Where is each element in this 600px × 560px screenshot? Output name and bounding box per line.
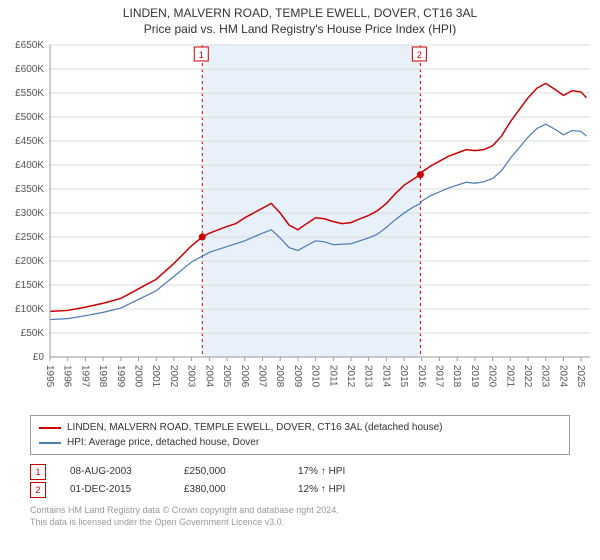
svg-text:2021: 2021 [504,365,515,388]
svg-text:2012: 2012 [345,365,356,388]
svg-text:2022: 2022 [522,365,533,388]
svg-text:£300K: £300K [15,208,44,219]
svg-text:2006: 2006 [239,365,250,388]
svg-text:1997: 1997 [79,365,90,388]
svg-text:2000: 2000 [133,365,144,388]
sale-marker-row: 2 01-DEC-2015 £380,000 12% ↑ HPI [30,481,570,499]
svg-text:2024: 2024 [557,365,568,388]
svg-text:£650K: £650K [15,40,44,51]
marker-delta: 17% ↑ HPI [298,463,388,481]
legend: LINDEN, MALVERN ROAD, TEMPLE EWELL, DOVE… [30,415,570,455]
svg-text:2014: 2014 [380,365,391,388]
legend-box: LINDEN, MALVERN ROAD, TEMPLE EWELL, DOVE… [30,415,570,455]
footer-note: Contains HM Land Registry data © Crown c… [30,505,570,528]
svg-text:£350K: £350K [15,184,44,195]
marker-price: £380,000 [184,481,274,499]
svg-text:£400K: £400K [15,160,44,171]
svg-text:2020: 2020 [487,365,498,388]
svg-text:£150K: £150K [15,280,44,291]
sale-marker-row: 1 08-AUG-2003 £250,000 17% ↑ HPI [30,463,570,481]
svg-text:2003: 2003 [186,365,197,388]
svg-text:£500K: £500K [15,112,44,123]
chart-area: £0 £50K £100K £150K £200K £250K £300K £350K £400… [0,37,600,407]
svg-text:£200K: £200K [15,256,44,267]
svg-text:2005: 2005 [221,365,232,388]
sale-markers-block: 1 08-AUG-2003 £250,000 17% ↑ HPI 2 01-DE… [30,463,570,499]
svg-text:2001: 2001 [150,365,161,388]
svg-text:2: 2 [417,50,422,60]
svg-text:2017: 2017 [434,365,445,388]
svg-text:1998: 1998 [97,365,108,388]
svg-text:£250K: £250K [15,232,44,243]
marker-badge: 2 [30,482,46,498]
svg-text:2013: 2013 [363,365,374,388]
legend-item-hpi: HPI: Average price, detached house, Dove… [39,435,561,450]
marker-date: 01-DEC-2015 [70,481,160,499]
footer-line-1: Contains HM Land Registry data © Crown c… [30,505,570,517]
svg-text:2016: 2016 [416,365,427,388]
title-line-2: Price paid vs. HM Land Registry's House … [0,22,600,38]
svg-text:£550K: £550K [15,88,44,99]
legend-swatch [39,442,61,444]
marker-price: £250,000 [184,463,274,481]
svg-text:2011: 2011 [327,365,338,387]
svg-text:2010: 2010 [310,365,321,388]
marker-date: 08-AUG-2003 [70,463,160,481]
title-line-1: LINDEN, MALVERN ROAD, TEMPLE EWELL, DOVE… [0,6,600,22]
legend-label: LINDEN, MALVERN ROAD, TEMPLE EWELL, DOVE… [67,420,443,435]
svg-text:£450K: £450K [15,136,44,147]
svg-text:1996: 1996 [62,365,73,388]
marker-badge: 1 [30,464,46,480]
legend-item-property: LINDEN, MALVERN ROAD, TEMPLE EWELL, DOVE… [39,420,561,435]
marker-delta: 12% ↑ HPI [298,481,388,499]
svg-text:2004: 2004 [203,365,214,388]
svg-text:2015: 2015 [398,365,409,388]
svg-text:2018: 2018 [451,365,462,388]
svg-text:2023: 2023 [540,365,551,388]
legend-swatch [39,427,61,429]
footer-line-2: This data is licensed under the Open Gov… [30,517,570,529]
svg-text:2007: 2007 [256,365,267,388]
svg-text:2008: 2008 [274,365,285,388]
legend-label: HPI: Average price, detached house, Dove… [67,435,259,450]
svg-text:£600K: £600K [15,64,44,75]
svg-text:2019: 2019 [469,365,480,388]
svg-text:£0: £0 [33,352,45,363]
svg-text:2025: 2025 [575,365,586,388]
svg-text:2009: 2009 [292,365,303,388]
svg-text:£100K: £100K [15,304,44,315]
chart-title-block: LINDEN, MALVERN ROAD, TEMPLE EWELL, DOVE… [0,0,600,37]
svg-text:1999: 1999 [115,365,126,388]
svg-text:£50K: £50K [21,328,45,339]
svg-text:2002: 2002 [168,365,179,388]
svg-text:1995: 1995 [44,365,55,388]
line-chart-svg: £0 £50K £100K £150K £200K £250K £300K £350K £400… [0,37,600,407]
svg-text:1: 1 [199,50,204,60]
page-root: LINDEN, MALVERN ROAD, TEMPLE EWELL, DOVE… [0,0,600,560]
